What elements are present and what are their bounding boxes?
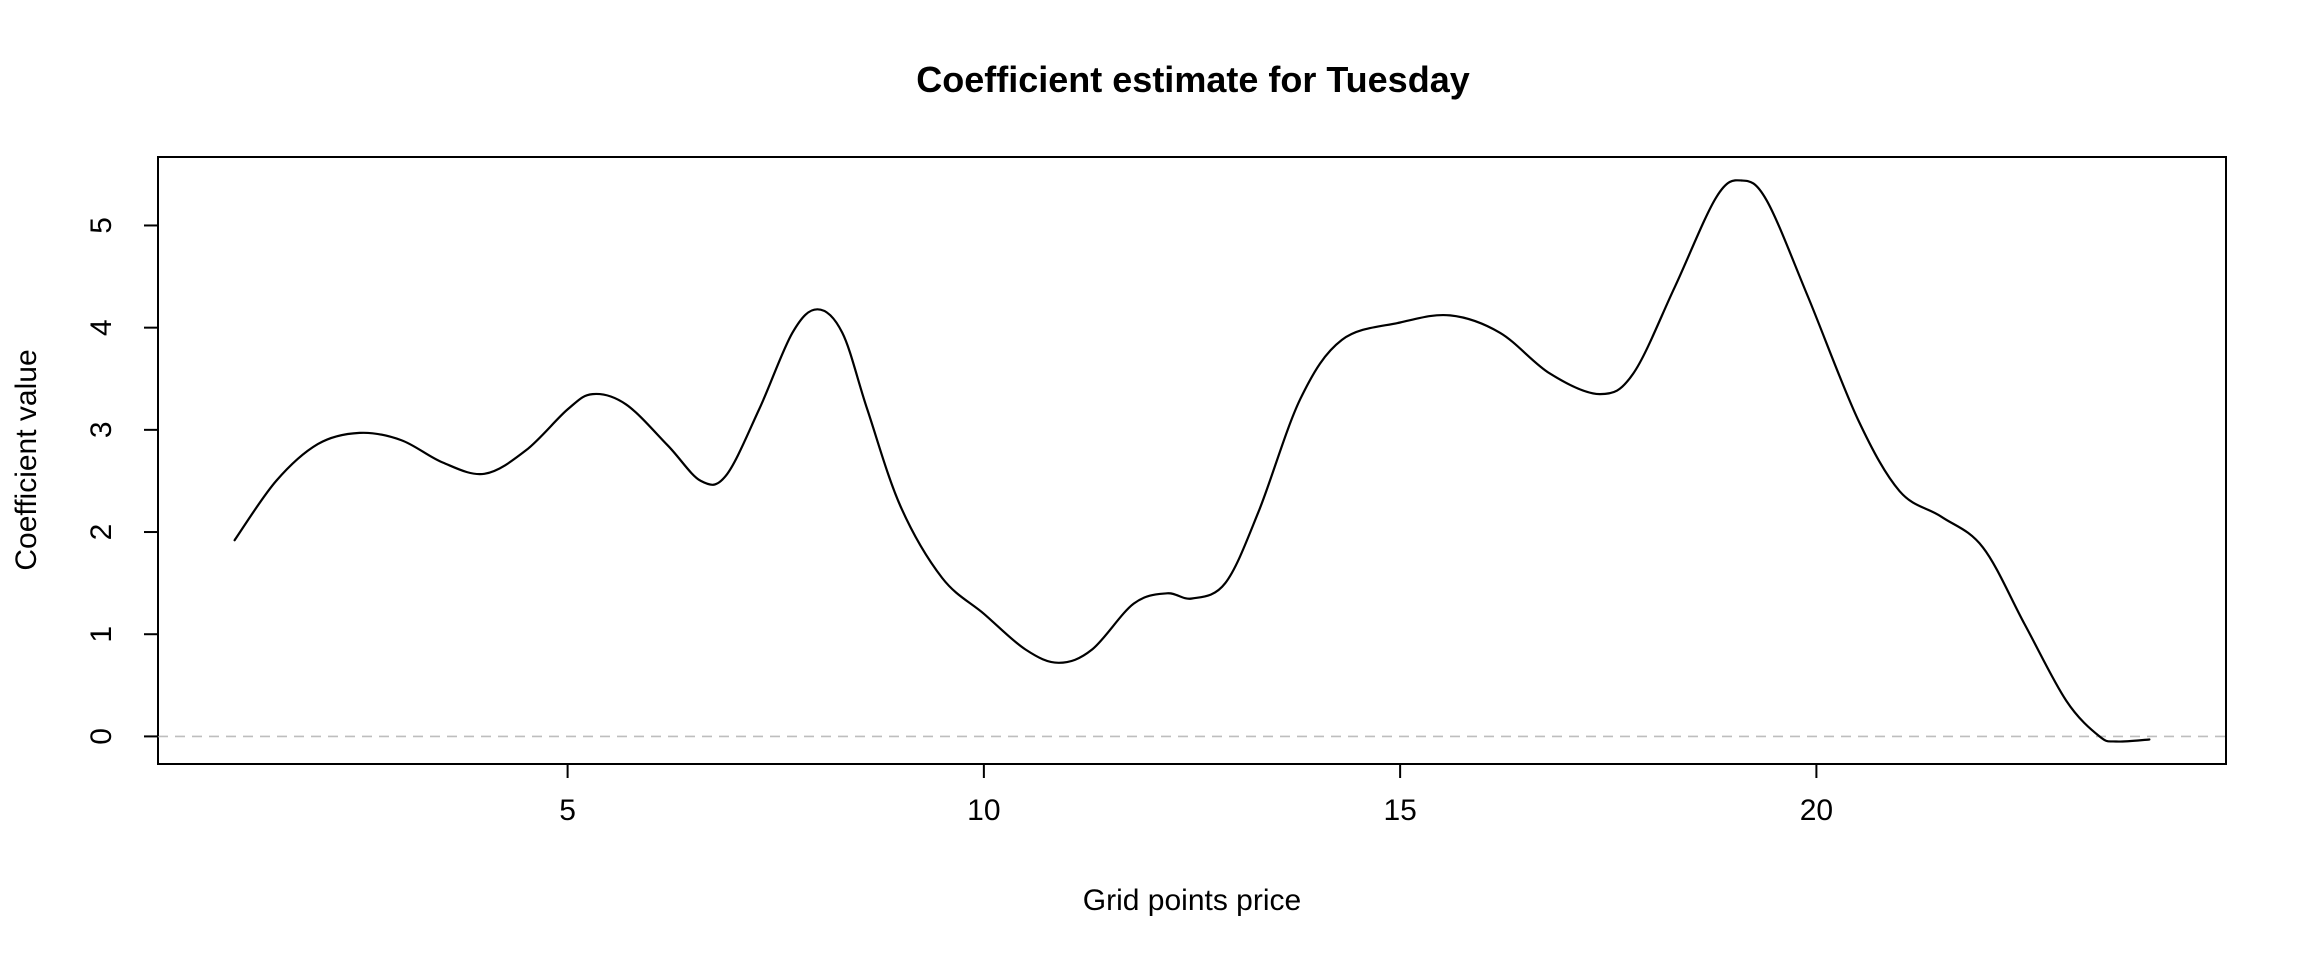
x-tick-label: 15 bbox=[1383, 794, 1416, 827]
plot-frame bbox=[157, 156, 2227, 765]
y-tick-label: 2 bbox=[85, 524, 118, 541]
x-axis: 5 10 15 20 bbox=[559, 763, 1833, 827]
x-tick-label: 5 bbox=[559, 794, 576, 827]
y-tick-label: 0 bbox=[85, 728, 118, 745]
y-tick-label: 5 bbox=[85, 217, 118, 234]
x-tick-label: 20 bbox=[1800, 794, 1833, 827]
y-axis-label: Coefficient value bbox=[10, 349, 43, 570]
x-axis-label: Grid points price bbox=[1083, 884, 1301, 917]
y-tick-label: 1 bbox=[85, 626, 118, 643]
y-axis: 0 1 2 3 4 5 bbox=[85, 217, 159, 745]
x-tick-label: 10 bbox=[967, 794, 1000, 827]
coefficient-line bbox=[233, 179, 2151, 743]
y-tick-label: 4 bbox=[85, 319, 118, 336]
y-tick-label: 3 bbox=[85, 421, 118, 438]
chart-title: Coefficient estimate for Tuesday bbox=[916, 59, 1469, 100]
